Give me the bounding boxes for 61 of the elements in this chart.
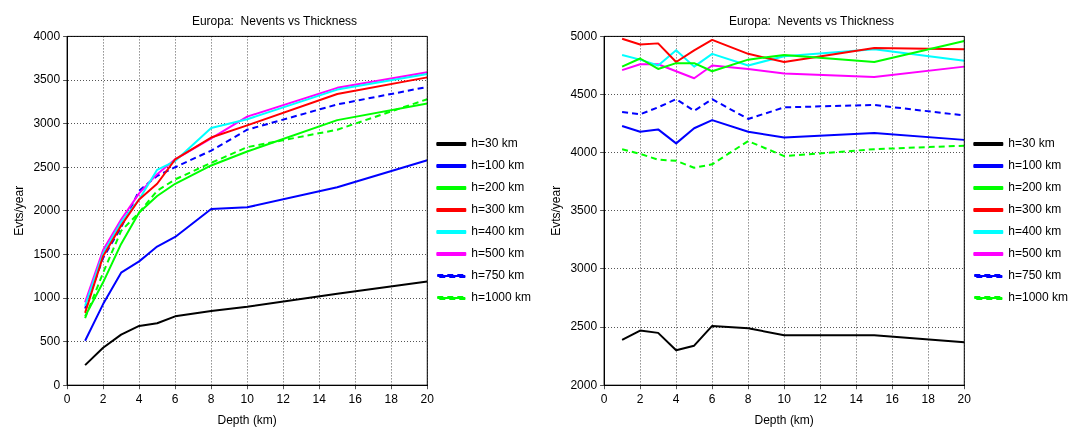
y-tick-label: 4000 [570,144,598,159]
chart-title: Europa: Nevents vs Thickness [191,13,358,28]
legend-label: h=1000 km [471,290,532,305]
x-tick-label: 6 [708,391,716,406]
legend-label: h=1000 km [1008,290,1069,305]
x-tick-label: 14 [849,391,864,406]
legend-label: h=500 km [471,246,525,261]
y-tick-label: 2500 [570,319,598,334]
x-tick-label: 14 [312,391,327,406]
x-tick-label: 20 [957,391,972,406]
line-series [621,140,965,169]
y-tick-label: 1000 [33,290,61,305]
y-tick-label: 3500 [33,72,61,87]
x-tick-label: 10 [777,391,792,406]
chart-title: Europa: Nevents vs Thickness [728,13,895,28]
legend-label: h=750 km [471,268,525,283]
x-tick-label: 0 [600,391,608,406]
x-tick-label: 16 [348,391,363,406]
legend-label: h=300 km [471,202,525,217]
y-tick-label: 4500 [570,86,598,101]
x-tick-label: 18 [921,391,936,406]
x-tick-label: 2 [99,391,107,406]
x-tick-label: 8 [744,391,752,406]
x-axis-title: Depth (km) [754,413,814,428]
legend-label: h=400 km [471,224,525,239]
y-tick-label: 2000 [570,377,598,392]
legend-label: h=500 km [1008,246,1062,261]
x-tick-label: 8 [207,391,215,406]
legend-label: h=200 km [471,180,525,195]
y-axis-title: Evts/year [11,185,26,236]
y-tick-label: 5000 [570,28,598,43]
legend-label: h=30 km [471,136,518,151]
legend-label: h=300 km [1008,202,1062,217]
y-tick-label: 2500 [33,159,61,174]
x-tick-label: 4 [135,391,143,406]
y-tick-label: 500 [40,333,61,348]
y-tick-label: 1500 [33,246,61,261]
y-tick-label: 3000 [33,115,61,130]
y-axis-title: Evts/year [548,185,563,236]
legend-label: h=750 km [1008,268,1062,283]
y-tick-label: 2000 [33,203,61,218]
x-tick-label: 2 [636,391,644,406]
x-tick-label: 0 [63,391,71,406]
x-tick-label: 16 [885,391,900,406]
y-tick-label: 3000 [570,261,598,276]
legend-label: h=100 km [471,158,525,173]
x-tick-label: 20 [420,391,435,406]
y-tick-label: 4000 [33,28,61,43]
x-tick-label: 4 [672,391,680,406]
y-tick-label: 0 [53,377,61,392]
x-tick-label: 18 [384,391,399,406]
legend-label: h=30 km [1008,136,1055,151]
y-tick-label: 3500 [570,203,598,218]
legend-label: h=100 km [1008,158,1062,173]
x-tick-label: 10 [240,391,255,406]
legend-label: h=400 km [1008,224,1062,239]
x-tick-label: 12 [276,391,291,406]
x-tick-label: 12 [813,391,828,406]
x-axis-title: Depth (km) [217,413,277,428]
x-tick-label: 6 [171,391,179,406]
legend-label: h=200 km [1008,180,1062,195]
